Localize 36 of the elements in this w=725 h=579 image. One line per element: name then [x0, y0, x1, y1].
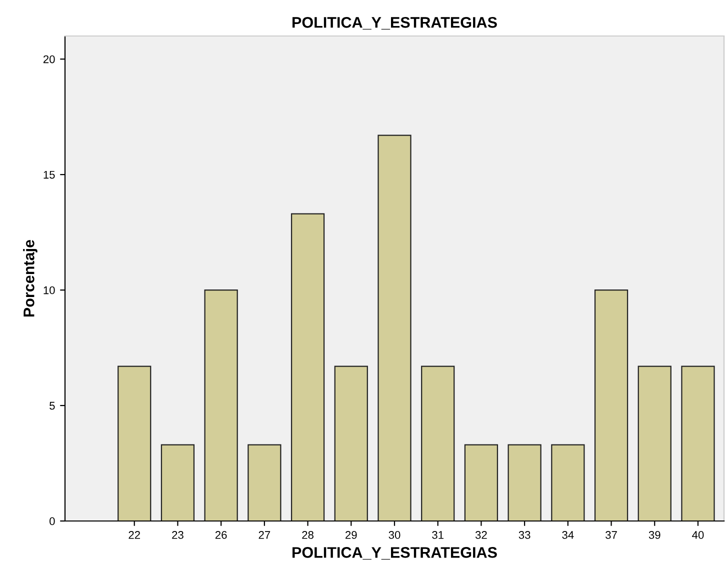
- bar: [421, 366, 455, 521]
- bar: [551, 444, 585, 521]
- bar: [508, 444, 542, 521]
- chart-title: POLITICA_Y_ESTRATEGIAS: [292, 17, 497, 30]
- x-tick-label: 40: [692, 531, 704, 539]
- x-tick-label: 34: [562, 531, 574, 539]
- bar: [160, 444, 195, 521]
- x-tick-label: 31: [432, 531, 444, 539]
- bar: [334, 366, 368, 521]
- y-tick-label: 10: [44, 286, 55, 294]
- bar: [378, 134, 412, 521]
- bar: [464, 444, 498, 521]
- y-tick-label: 0: [50, 517, 55, 526]
- bar: [594, 289, 628, 521]
- x-tick-label: 37: [606, 531, 617, 539]
- x-tick-label: 39: [648, 531, 660, 539]
- y-tick-label: 5: [50, 402, 55, 410]
- x-tick-label: 27: [258, 531, 270, 539]
- x-tick-label: 22: [128, 531, 140, 539]
- x-tick-label: 28: [302, 531, 314, 539]
- y-tick-label: 20: [43, 55, 55, 64]
- bar: [248, 444, 282, 521]
- y-axis-title: Porcentaje: [23, 240, 38, 317]
- x-tick-label: 26: [215, 531, 227, 539]
- x-tick-label: 23: [172, 531, 184, 539]
- bar: [290, 213, 325, 521]
- bar: [204, 289, 238, 521]
- bar: [681, 366, 715, 521]
- x-tick-label: 33: [518, 531, 530, 539]
- x-axis-title: POLITICA_Y_ESTRATEGIAS: [292, 547, 497, 560]
- bar: [118, 366, 152, 521]
- bar: [638, 366, 672, 521]
- x-tick-label: 29: [346, 531, 357, 539]
- y-tick-label: 15: [44, 170, 55, 179]
- x-tick-label: 30: [388, 531, 400, 539]
- x-tick-label: 32: [475, 531, 487, 539]
